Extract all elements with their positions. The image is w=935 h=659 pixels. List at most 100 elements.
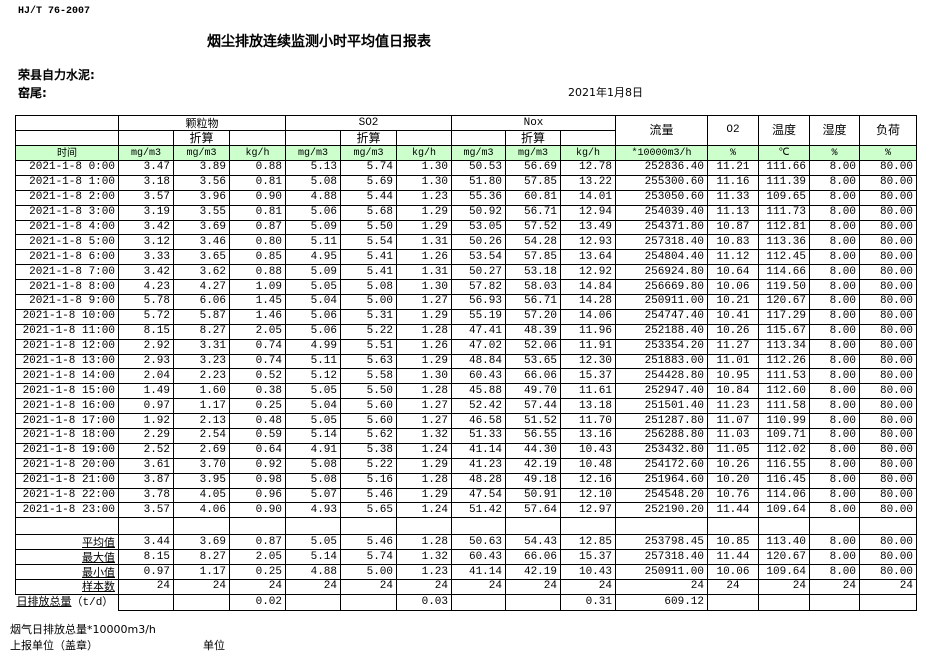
value-cell: 10.06 [707,279,759,296]
value-cell: 3.42 [118,219,174,236]
time-cell: 2021-1-8 14:00 [15,368,119,385]
value-cell: 3.95 [173,472,230,489]
value-cell: 251964.60 [615,472,708,489]
value-cell: 5.54 [340,234,397,251]
value-cell: 80.00 [859,502,917,519]
value-cell: 256288.80 [615,428,708,444]
value-cell: 80.00 [859,249,917,266]
header-row-converted: 折算 折算 折算 [15,130,917,146]
blank-cell [809,517,860,536]
value-cell: 57.44 [505,398,561,415]
value-cell: 53.18 [505,264,561,281]
value-cell: 114.66 [758,264,810,281]
value-cell: 51.80 [451,174,506,191]
value-cell: 4.88 [285,189,341,206]
value-cell: 5.50 [340,383,397,400]
value-cell: 47.54 [451,487,506,504]
value-cell: 80.00 [859,564,917,581]
value-cell: 10.87 [707,219,759,236]
flue-gas-total-label: 烟气日排放总量*10000m3/h [10,623,156,636]
value-cell: 47.02 [451,338,506,355]
value-cell: 0.97 [118,564,174,581]
value-cell: 1.60 [173,383,230,400]
value-cell: 80.00 [859,308,917,325]
value-cell: 80.00 [859,323,917,340]
header-blank [560,130,616,146]
value-cell: 0.97 [118,398,174,415]
value-cell: 80.00 [859,534,917,551]
value-cell: 1.27 [396,413,452,430]
unit-header: % [859,145,917,161]
blank-cell [615,517,708,536]
value-cell: 111.58 [758,398,810,415]
time-cell: 2021-1-8 19:00 [15,442,119,459]
value-cell: 112.02 [758,442,810,459]
header-humidity: 湿度 [809,115,860,146]
value-cell: 0.25 [229,564,286,581]
value-cell: 0.03 [396,593,452,611]
value-cell: 3.31 [173,338,230,355]
table-row: 2021-1-8 11:00 8.15 8.27 2.05 5.06 5.22 1.28 47… [15,323,917,340]
blank-cell [707,517,759,536]
value-cell: 80.00 [859,413,917,430]
value-cell: 3.33 [118,249,174,266]
value-cell: 1.23 [396,189,452,206]
unit-header: % [707,145,759,161]
value-cell: 60.81 [505,189,561,206]
value-cell: 3.42 [118,264,174,281]
time-cell: 2021-1-8 20:00 [15,457,119,474]
value-cell: 112.60 [758,383,810,400]
value-cell: 5.60 [340,398,397,415]
value-cell: 251287.80 [615,413,708,430]
value-cell: 5.51 [340,338,397,355]
value-cell: 5.08 [285,472,341,489]
value-cell: 24 [560,579,616,595]
value-cell: 254172.60 [615,457,708,474]
value-cell: 5.13 [285,160,341,176]
value-cell: 53.65 [505,353,561,370]
value-cell: 3.65 [173,249,230,266]
value-cell: 253798.45 [615,534,708,551]
value-cell: 5.78 [118,294,174,310]
value-cell: 5.69 [340,174,397,191]
value-cell: 2.13 [173,413,230,430]
value-cell: 1.30 [396,368,452,385]
table-row: 2021-1-8 16:00 0.97 1.17 0.25 5.04 5.60 1.27 52… [15,398,917,415]
value-cell: 0.90 [229,502,286,519]
value-cell [173,593,230,611]
value-cell: 11.16 [707,174,759,191]
time-cell: 2021-1-8 8:00 [15,279,119,296]
value-cell: 8.00 [809,264,860,281]
converted-label: 折算 [340,130,397,146]
value-cell: 2.54 [173,428,230,444]
value-cell: 56.69 [505,160,561,176]
value-cell: 8.00 [809,308,860,325]
time-cell: 2021-1-8 21:00 [15,472,119,489]
value-cell: 5.46 [340,487,397,504]
value-cell: 2.05 [229,323,286,340]
value-cell: 0.88 [229,264,286,281]
company-name: 荣县自力水泥: [18,68,95,82]
value-cell: 3.19 [118,204,174,221]
value-cell [285,593,341,611]
header-blank [451,130,506,146]
stat-label: 最大值 [15,549,119,566]
value-cell: 8.00 [809,564,860,581]
blank-cell [859,517,917,536]
value-cell: 1.29 [396,204,452,221]
value-cell: 24 [707,579,759,595]
value-cell: 80.00 [859,204,917,221]
value-cell: 24 [173,579,230,595]
table-row: 2021-1-8 2:00 3.57 3.96 0.90 4.88 5.44 1.23 55.… [15,189,917,206]
stat-label: 平均值 [15,534,119,551]
value-cell: 111.73 [758,204,810,221]
value-cell: 52.42 [451,398,506,415]
value-cell: 14.28 [560,294,616,310]
value-cell: 251883.00 [615,353,708,370]
value-cell: 5.12 [285,368,341,385]
value-cell: 14.06 [560,308,616,325]
group-particulate: 颗粒物 [118,115,286,131]
value-cell: 8.00 [809,189,860,206]
value-cell: 5.04 [285,294,341,310]
blank-cell [15,517,119,536]
